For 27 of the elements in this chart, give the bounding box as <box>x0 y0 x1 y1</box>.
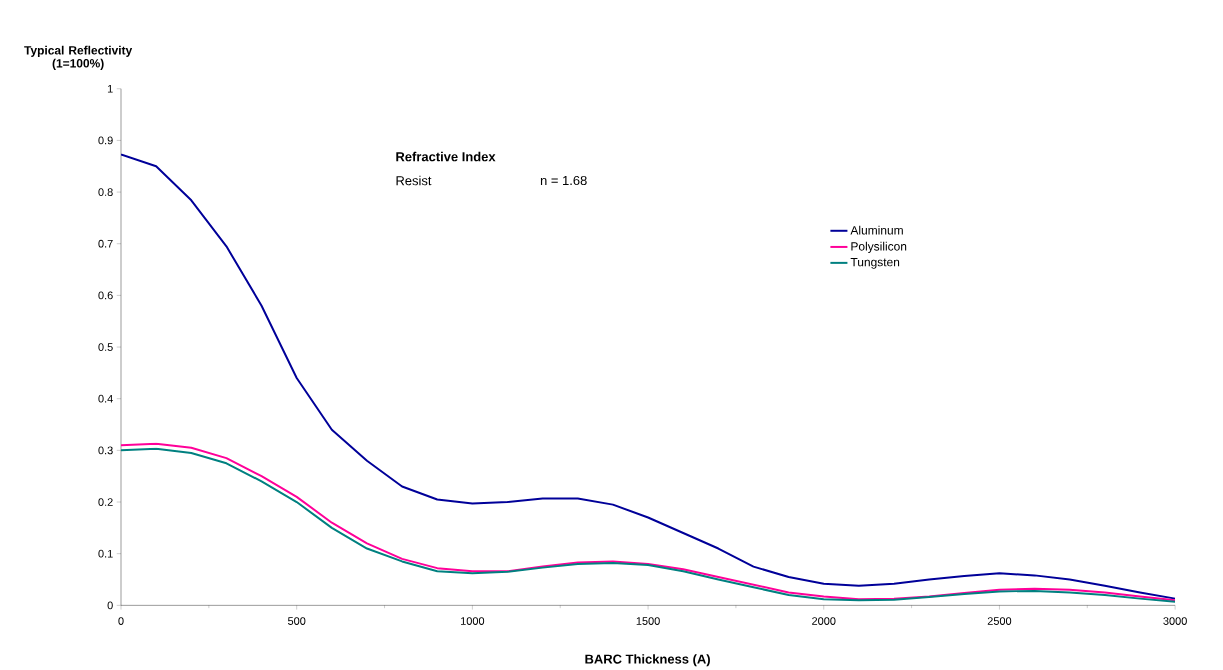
y-tick-label: 0.3 <box>98 446 113 455</box>
x-tick-label: 1500 <box>636 617 660 626</box>
y-tick-label: 0 <box>107 601 113 610</box>
y-tick-label: 0.8 <box>98 188 113 197</box>
y-tick-label: 0.7 <box>98 240 113 248</box>
y-tick-label: 0.2 <box>98 498 113 507</box>
x-tick-label: 3000 <box>1163 617 1187 626</box>
line-series <box>121 153 1176 600</box>
y-tick-label: 0.1 <box>98 550 113 558</box>
x-tick-label: 0 <box>118 617 124 626</box>
x-tick-label: 2000 <box>812 617 836 626</box>
y-tick-label: 0.4 <box>98 395 113 403</box>
x-tick-label: 2500 <box>987 617 1012 626</box>
legend-label: Aluminum <box>850 225 903 235</box>
y-tick-label: 1 <box>107 85 113 93</box>
y-tick-label: 0.6 <box>98 291 113 300</box>
x-axis-title: BARC Thickness (A) <box>585 654 710 667</box>
annotation: Resist <box>396 175 432 186</box>
legend-label: Polysilicon <box>851 242 907 254</box>
y-axis-title: Typical Reflectivity (1=100%) <box>24 46 133 71</box>
annotation: n = 1.68 <box>540 176 587 186</box>
y-tick-label: 0.5 <box>98 343 113 352</box>
x-tick-label: 1000 <box>461 617 485 626</box>
legend-label: Tungsten <box>850 258 900 269</box>
x-tick-label: 500 <box>287 617 306 626</box>
y-tick-label: 0.9 <box>98 136 113 145</box>
annotation: Refractive Index <box>396 152 496 162</box>
